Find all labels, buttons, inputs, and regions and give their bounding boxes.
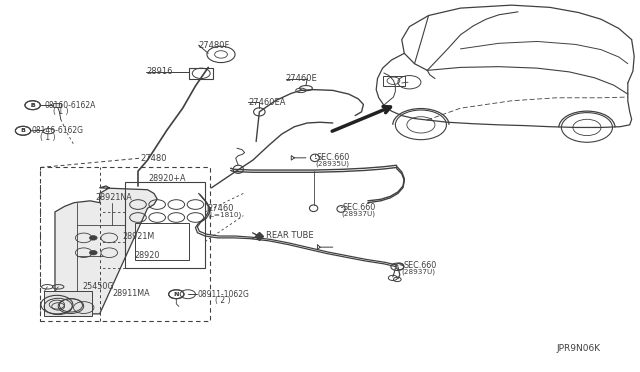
Text: 28921NA: 28921NA: [95, 193, 132, 202]
Text: B: B: [30, 103, 35, 108]
Polygon shape: [55, 186, 157, 314]
Bar: [40, 167, 209, 321]
Text: (L=1810): (L=1810): [207, 212, 241, 218]
Text: 08160-6162A: 08160-6162A: [44, 101, 95, 110]
Text: ( 1 ): ( 1 ): [53, 108, 68, 116]
Bar: [135, 223, 189, 260]
Text: 28921M: 28921M: [122, 231, 154, 241]
Bar: [125, 182, 205, 267]
Text: N: N: [173, 292, 179, 297]
Bar: [44, 291, 92, 317]
Text: SEC.660: SEC.660: [316, 153, 349, 162]
Circle shape: [90, 250, 97, 255]
Text: (28937U): (28937U): [341, 210, 375, 217]
Text: JPR9N06K: JPR9N06K: [556, 344, 600, 353]
Text: 27460EA: 27460EA: [248, 98, 286, 107]
Bar: [189, 68, 213, 78]
Text: (28935U): (28935U): [315, 161, 349, 167]
Text: SEC.660: SEC.660: [342, 203, 376, 212]
Text: 27480F: 27480F: [198, 41, 230, 50]
Text: 27460E: 27460E: [285, 74, 317, 83]
Text: 27480: 27480: [140, 154, 166, 163]
Text: B: B: [31, 103, 35, 108]
Text: 28916: 28916: [147, 67, 173, 76]
Text: ( 1 ): ( 1 ): [40, 133, 56, 142]
Text: 28911MA: 28911MA: [113, 289, 150, 298]
Text: 08911-1062G: 08911-1062G: [197, 290, 249, 299]
Text: 28920+A: 28920+A: [149, 174, 186, 183]
Text: B: B: [21, 128, 25, 133]
Text: REAR TUBE: REAR TUBE: [266, 231, 314, 240]
Text: 25450G: 25450G: [83, 282, 114, 291]
Text: 08146-6162G: 08146-6162G: [31, 126, 83, 135]
Text: 27460: 27460: [207, 204, 234, 213]
Text: SEC.660: SEC.660: [403, 261, 436, 270]
Circle shape: [90, 235, 97, 240]
Bar: [53, 103, 61, 108]
Text: N: N: [174, 292, 179, 297]
Text: B: B: [20, 128, 26, 133]
Text: (28937U): (28937U): [402, 269, 436, 275]
Text: 28920: 28920: [135, 251, 160, 260]
Bar: [383, 76, 405, 86]
Text: ( 2 ): ( 2 ): [214, 296, 230, 305]
